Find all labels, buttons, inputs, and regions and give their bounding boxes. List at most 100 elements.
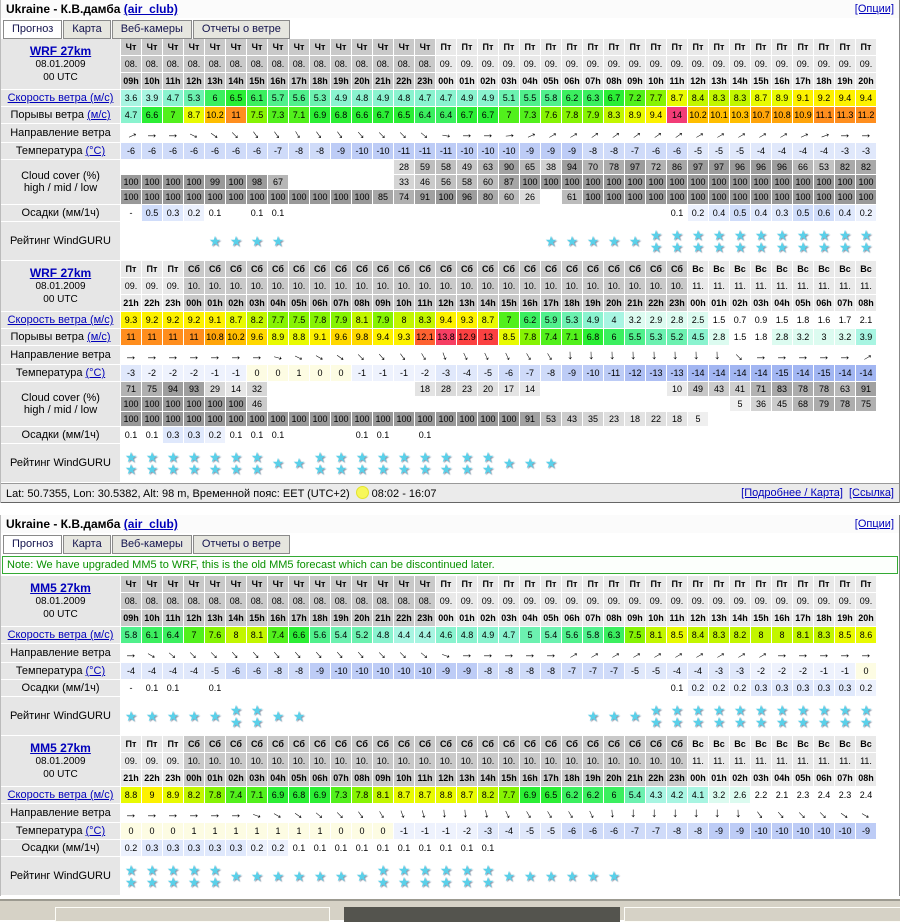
star-icon: ★ <box>481 862 495 878</box>
details-map-link[interactable]: [Подробнее / Карта] <box>741 487 843 499</box>
wind-direction-arrow-icon: → <box>793 803 813 823</box>
cloud-mid-cell: 100 <box>603 174 625 190</box>
model-run-date: 08.01.2009 <box>35 756 86 767</box>
cloud-mid-cell: 67 <box>267 174 289 190</box>
cloud-mid-cell: 36 <box>750 396 772 412</box>
star-icon: ★ <box>670 702 684 718</box>
col-date: 10. <box>624 277 646 295</box>
rating-cell: ★ <box>351 856 373 896</box>
titlebar: Ukraine - К.В.дамба (air_club) [Опции] <box>1 0 899 18</box>
col-day: Чт <box>309 576 331 593</box>
temperature-label-link[interactable]: (°C) <box>85 145 106 157</box>
rating-cell: ★ ★ <box>834 221 856 261</box>
col-day: Сб <box>309 261 331 278</box>
tab-wind-reports[interactable]: Отчеты о ветре <box>192 20 290 39</box>
wind-speed-cell: 4.9 <box>477 89 499 107</box>
tab-webcams[interactable]: Веб-камеры <box>111 535 192 554</box>
rating-cell <box>351 221 373 261</box>
wind-gusts-label-link[interactable]: (м/с) <box>87 109 111 121</box>
col-date: 11. <box>855 277 877 295</box>
wind-speed-label-link[interactable]: Скорость ветра (м/с) <box>7 629 114 641</box>
wind-gusts-label-link[interactable]: (м/с) <box>87 331 111 343</box>
wind-speed-label-link[interactable]: Скорость ветра (м/с) <box>7 92 114 104</box>
precip-cell: 0.3 <box>771 204 793 222</box>
cloud-mid-cell <box>540 396 562 412</box>
wind-speed-cell: 4.9 <box>330 89 352 107</box>
wind-direction-cell: → <box>603 803 625 823</box>
taskbar-button-active[interactable] <box>344 907 620 922</box>
col-day: Чт <box>246 576 268 593</box>
cloud-high-cell <box>603 381 625 397</box>
wind-direction-arrow-icon: → <box>604 643 624 663</box>
col-date: 10. <box>582 752 604 770</box>
wind-speed-cell: 8.4 <box>687 626 709 644</box>
col-date: 08. <box>246 55 268 73</box>
col-date: 08. <box>330 55 352 73</box>
temperature-cell: 0 <box>372 822 394 840</box>
col-day: Чт <box>351 576 373 593</box>
wind-direction-arrow-icon: → <box>415 643 435 663</box>
star-icon: ★ <box>775 714 789 730</box>
temperature-cell: -6 <box>162 142 184 160</box>
col-hour: 09h <box>372 294 394 312</box>
col-day: Чт <box>288 39 310 56</box>
taskbar-button[interactable] <box>55 907 330 922</box>
temperature-label-link[interactable]: (°C) <box>85 665 106 677</box>
wind-direction-cell: → <box>456 643 478 663</box>
tab-webcams[interactable]: Веб-камеры <box>111 20 192 39</box>
cloud-high-cell: 94 <box>162 381 184 397</box>
cloud-high-cell <box>351 159 373 175</box>
col-date: 11. <box>750 277 772 295</box>
star-icon: ★ <box>271 708 285 724</box>
options-link[interactable]: [Опции] <box>854 518 894 530</box>
temperature-label-link[interactable]: (°C) <box>85 367 106 379</box>
rating-cell: ★ ★ <box>855 696 877 736</box>
tab-map[interactable]: Карта <box>63 535 111 554</box>
wind-direction-label-text: Направление ветра <box>10 349 111 361</box>
col-date: 10. <box>456 277 478 295</box>
coords-text: Lat: 50.7355, Lon: 30.5382, Alt: 98 m, В… <box>6 488 350 500</box>
rating-cell: ★ ★ <box>666 696 688 736</box>
model-link[interactable]: MM5 27km <box>30 741 91 755</box>
share-link[interactable]: [Ссылка] <box>848 487 894 499</box>
col-date: 10. <box>351 752 373 770</box>
precip-cell <box>582 679 604 697</box>
wind-speed-cell: 6.9 <box>267 786 289 804</box>
model-link[interactable]: WRF 27km <box>29 266 92 280</box>
tab-wind-reports[interactable]: Отчеты о ветре <box>192 535 290 554</box>
col-date: 09. <box>477 592 499 610</box>
temperature-label-link[interactable]: (°C) <box>85 825 106 837</box>
wind-direction-cell: → <box>414 345 436 365</box>
cloud-mid-cell: 98 <box>246 174 268 190</box>
wind-speed-cell: 8.1 <box>351 311 373 329</box>
wind-direction-arrow-icon: → <box>166 805 180 821</box>
tab-map[interactable]: Карта <box>63 20 111 39</box>
tab-forecast[interactable]: Прогноз <box>3 20 63 39</box>
col-date: 09. <box>582 55 604 73</box>
taskbar-button[interactable] <box>624 907 900 922</box>
col-day: Пт <box>792 39 814 56</box>
col-date: 09. <box>498 592 520 610</box>
col-day: Пт <box>771 39 793 56</box>
precip-cell <box>498 839 520 857</box>
wind-speed-label-link[interactable]: Скорость ветра (м/с) <box>7 314 114 326</box>
star-icon: ★ <box>691 714 705 730</box>
model-link[interactable]: WRF 27km <box>29 44 92 58</box>
wind-speed-label-link[interactable]: Скорость ветра (м/с) <box>7 789 114 801</box>
col-day: Сб <box>498 261 520 278</box>
options-link[interactable]: [Опции] <box>854 3 894 15</box>
temperature-cell: -10 <box>393 662 415 680</box>
model-link[interactable]: MM5 27km <box>30 581 91 595</box>
rating-stars: ★ <box>205 709 225 723</box>
star-icon: ★ <box>460 461 474 477</box>
wind-gust-cell: 10.8 <box>204 328 226 346</box>
wind-direction-arrow-icon: → <box>481 645 495 661</box>
cloud-mid-cell <box>372 174 394 190</box>
col-hour: 13h <box>456 294 478 312</box>
tab-forecast[interactable]: Прогноз <box>3 535 63 554</box>
wind-direction-arrow-icon: → <box>124 645 138 661</box>
rating-cell <box>813 856 835 896</box>
temperature-cell: -9 <box>708 822 730 840</box>
air-club-link[interactable]: (air_club) <box>123 517 178 531</box>
air-club-link[interactable]: (air_club) <box>123 2 178 16</box>
